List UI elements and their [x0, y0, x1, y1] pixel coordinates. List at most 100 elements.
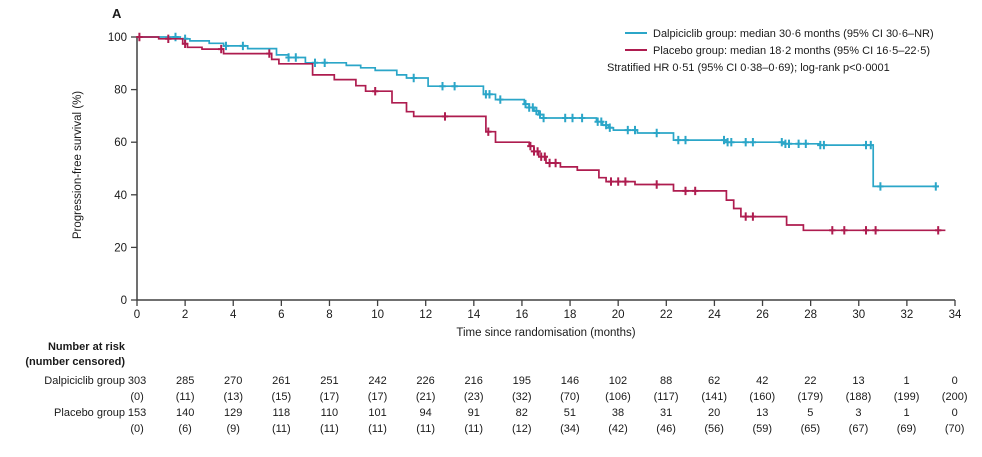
risk-cell: (23): [463, 391, 484, 403]
y-tick-label: 80: [114, 85, 127, 97]
risk-cell: 94: [419, 407, 432, 419]
y-tick-label: 100: [108, 32, 127, 44]
risk-cell: 13: [852, 375, 865, 387]
x-tick-label: 4: [230, 309, 237, 321]
risk-cell: 20: [708, 407, 721, 419]
risk-cell: 140: [175, 407, 195, 419]
risk-cell: 261: [272, 375, 291, 387]
y-tick-label: 60: [114, 137, 127, 149]
risk-cell: (199): [893, 391, 920, 403]
x-tick-label: 12: [419, 309, 432, 321]
risk-cell: (59): [752, 423, 773, 435]
risk-cell: 118: [272, 407, 291, 419]
risk-cell: (69): [896, 423, 917, 435]
risk-cell: (0): [130, 423, 144, 435]
risk-cell: 146: [560, 375, 580, 387]
legend-entry-placebo: Placebo group: median 18·2 months (95% C…: [625, 45, 930, 57]
risk-cell: (17): [319, 391, 340, 403]
risk-cell: 91: [467, 407, 480, 419]
y-tick-label: 0: [121, 295, 127, 307]
risk-cell: (34): [560, 423, 580, 435]
risk-cell: (200): [941, 391, 968, 403]
risk-cell: 13: [756, 407, 769, 419]
x-tick-label: 18: [564, 309, 577, 321]
y-tick-label: 20: [114, 242, 127, 254]
risk-cell: 82: [515, 407, 528, 419]
risk-censored-placebo: (0) (6) (9) (11) (11) (11) (11) (11) (12) (34) (42…: [113, 422, 979, 436]
risk-cell: (21): [415, 391, 436, 403]
risk-cell: 285: [175, 375, 195, 387]
risk-cell: 195: [512, 375, 531, 387]
risk-cell: 153: [127, 407, 147, 419]
risk-counts-placebo: 153 140 129 118 110 101 94 91 82 51 38 31 20 13 5 3 1 0: [113, 406, 979, 420]
x-tick-label: 20: [612, 309, 625, 321]
risk-cell: 42: [756, 375, 769, 387]
risk-table-title: Number at risk: [47, 341, 125, 353]
legend-label-placebo: Placebo group: median 18·2 months (95% C…: [653, 45, 930, 57]
risk-cell: 216: [464, 375, 483, 387]
censor-marks-dalpiciclib: [172, 32, 939, 191]
risk-cell: 51: [563, 407, 577, 419]
risk-cell: (56): [704, 423, 724, 435]
risk-cell: (11): [320, 423, 339, 435]
risk-cell: 38: [611, 407, 625, 419]
risk-cell: 0: [951, 375, 958, 387]
risk-cell: (160): [749, 391, 776, 403]
risk-cell: (42): [608, 423, 628, 435]
legend-stats-note: Stratified HR 0·51 (95% CI 0·38–0·69); l…: [607, 62, 890, 74]
risk-censored-dalpiciclib: (0) (11) (13) (15) (17) (17) (21) (23) (32) (70) (…: [113, 390, 979, 404]
risk-cell: (32): [512, 391, 532, 403]
risk-cell: 110: [320, 407, 339, 419]
risk-cell: 22: [804, 375, 817, 387]
risk-cell: 1: [903, 407, 910, 419]
risk-cell: (0): [130, 391, 144, 403]
censor-marks-placebo: [136, 32, 942, 235]
risk-cell: 88: [659, 375, 673, 387]
risk-cell: 242: [368, 375, 387, 387]
risk-cell: (15): [271, 391, 292, 403]
risk-row-label-dalpiciclib: Dalpiciclib group: [44, 375, 125, 387]
x-tick-label: 32: [900, 309, 913, 321]
x-tick-label: 14: [467, 309, 480, 321]
legend-entry-dalpiciclib: Dalpiciclib group: median 30·6 months (9…: [625, 28, 934, 40]
legend-label-dalpiciclib: Dalpiciclib group: median 30·6 months (9…: [653, 28, 934, 40]
risk-cell: (11): [368, 423, 387, 435]
risk-cell: (141): [701, 391, 728, 403]
risk-cell: 129: [224, 407, 243, 419]
risk-cell: (70): [560, 391, 580, 403]
y-axis-title: Progression-free survival (%): [72, 90, 84, 240]
risk-cell: 5: [807, 407, 814, 419]
risk-cell: (65): [800, 423, 821, 435]
risk-cell: 0: [951, 407, 958, 419]
risk-cell: 303: [127, 375, 147, 387]
risk-cell: (17): [367, 391, 388, 403]
x-tick-label: 10: [371, 309, 384, 321]
risk-cell: 102: [608, 375, 628, 387]
x-tick-label: 30: [852, 309, 865, 321]
risk-cell: (6): [178, 423, 192, 435]
x-axis-title: Time since randomisation (months): [456, 327, 636, 339]
risk-table-subtitle: (number censored): [25, 356, 125, 368]
panel-label: A: [112, 6, 122, 21]
x-tick-label: 0: [134, 309, 140, 321]
risk-cell: (46): [656, 423, 676, 435]
risk-cell: (11): [271, 423, 291, 435]
risk-cell: 101: [368, 407, 387, 419]
placebo-line-swatch: [625, 49, 647, 51]
x-tick-label: 6: [278, 309, 284, 321]
risk-cell: (9): [226, 423, 240, 435]
risk-cell: (11): [416, 423, 435, 435]
x-tick-label: 34: [949, 309, 962, 321]
axes: [136, 37, 955, 301]
risk-counts-dalpiciclib: 303 285 270 261 251 242 226 216 195 146 102 88 62 42 2…: [113, 374, 979, 388]
risk-cell: (67): [848, 423, 869, 435]
x-tick-label: 28: [804, 309, 817, 321]
risk-cell: (11): [464, 423, 484, 435]
x-tick-label: 16: [516, 309, 529, 321]
km-curve-placebo: [137, 36, 946, 232]
risk-cell: (11): [175, 391, 195, 403]
x-tick-label: 26: [756, 309, 769, 321]
risk-cell: (70): [944, 423, 965, 435]
risk-cell: 1: [903, 375, 910, 387]
